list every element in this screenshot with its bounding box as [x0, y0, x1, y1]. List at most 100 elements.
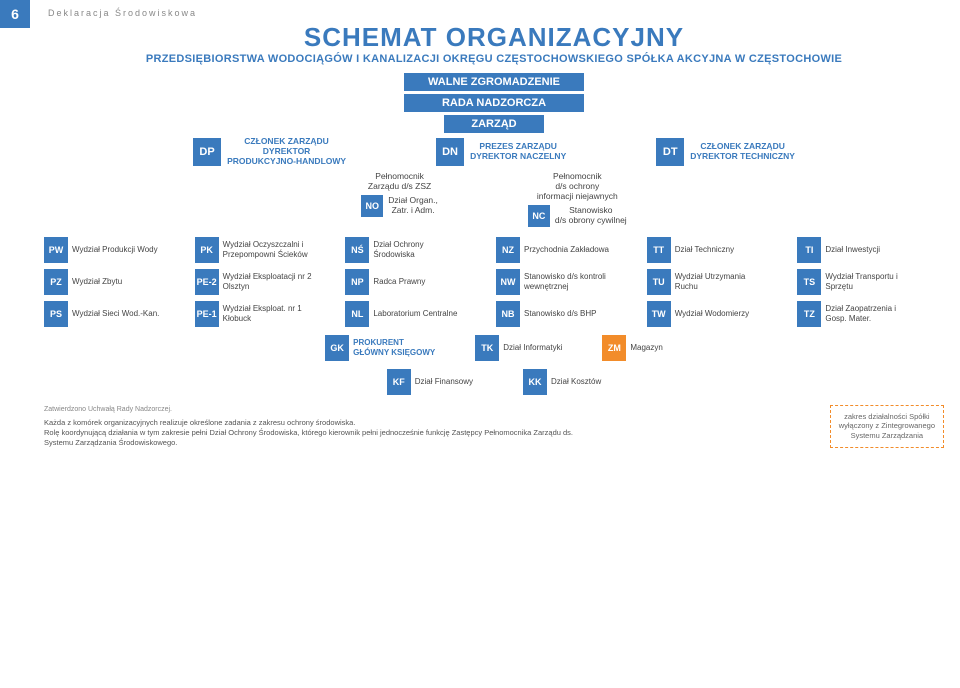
org-unit-code: PS — [44, 301, 68, 327]
org-unit-code: PK — [195, 237, 219, 263]
footnote-p1: Każda z komórek organizacyjnych realizuj… — [44, 418, 355, 427]
org-unit-label: Stanowisko d/s BHP — [524, 309, 596, 318]
org-unit: TUWydział Utrzymania Ruchu — [647, 269, 794, 295]
org-unit-code: PE-2 — [195, 269, 219, 295]
org-unit-label: Dział Inwestycji — [825, 245, 880, 254]
chart-subtitle: PRZEDSIĘBIORSTWA WODOCIĄGÓW I KANALIZACJ… — [44, 53, 944, 65]
running-header: Deklaracja Środowiskowa — [48, 8, 197, 18]
code-dp: DP — [193, 138, 221, 166]
code-dt: DT — [656, 138, 684, 166]
label-no: Dział Organ.,Zatr. i Adm. — [388, 196, 438, 216]
org-unit-label: Stanowisko d/s kontroli wewnętrznej — [524, 272, 614, 290]
label-zm: Magazyn — [630, 343, 662, 352]
org-unit-label: Dział Ochrony Środowiska — [373, 240, 463, 258]
unit-zm: ZM Magazyn — [602, 335, 662, 361]
org-unit-code: TU — [647, 269, 671, 295]
governance-stack: WALNE ZGROMADZENIE RADA NADZORCZA ZARZĄD — [44, 73, 944, 133]
unit-kk: KK Dział Kosztów — [523, 369, 601, 395]
org-unit: TT Dział Techniczny — [647, 237, 794, 263]
org-unit-code: PZ — [44, 269, 68, 295]
org-unit: PZ Wydział Zbytu — [44, 269, 191, 295]
label-dp: CZŁONEK ZARZĄDUDYREKTORPRODUKCYJNO-HANDL… — [227, 137, 346, 166]
legend-box: zakres działalności Spółkiwyłączony z Zi… — [830, 405, 944, 449]
org-unit-code: PW — [44, 237, 68, 263]
org-unit-code: PE-1 — [195, 301, 219, 327]
label-gk: PROKURENTGŁÓWNY KSIĘGOWY — [353, 338, 435, 356]
org-row: PW Wydział Produkcji Wody PKWydział Oczysz… — [44, 237, 944, 263]
org-unit: NBStanowisko d/s BHP — [496, 301, 643, 327]
org-unit-code: NP — [345, 269, 369, 295]
governance-wz: WALNE ZGROMADZENIE — [404, 73, 584, 91]
label-tk: Dział Informatyki — [503, 343, 562, 352]
org-unit-label: Wydział Eksploatacji nr 2 Olsztyn — [223, 272, 313, 290]
label-dt: CZŁONEK ZARZĄDUDYREKTOR TECHNICZNY — [690, 142, 795, 162]
org-unit: PKWydział Oczyszczalni i Przepompowni Śc… — [195, 237, 342, 263]
org-unit: NL Laboratorium Centralne — [345, 301, 492, 327]
org-unit: NP Radca Prawny — [345, 269, 492, 295]
org-unit-label: Wydział Sieci Wod.-Kan. — [72, 309, 159, 318]
code-tk: TK — [475, 335, 499, 361]
pelnomocnik-zsz: PełnomocnikZarządu d/s ZSZ — [368, 172, 431, 192]
org-rows: PW Wydział Produkcji Wody PKWydział Oczysz… — [44, 237, 944, 327]
org-unit: NŚDział Ochrony Środowiska — [345, 237, 492, 263]
org-unit-code: TT — [647, 237, 671, 263]
org-unit-label: Wydział Utrzymania Ruchu — [675, 272, 765, 290]
org-unit-label: Dział Zaopatrzenia i Gosp. Mater. — [825, 304, 915, 322]
unit-gk: GK PROKURENTGŁÓWNY KSIĘGOWY — [325, 335, 435, 361]
org-unit: PS Wydział Sieci Wod.-Kan. — [44, 301, 191, 327]
mid-right-stack: Pełnomocnikd/s ochronyinformacji niejawn… — [528, 172, 627, 226]
label-dn: PREZES ZARZĄDUDYREKTOR NACZELNY — [470, 142, 566, 162]
code-kk: KK — [523, 369, 547, 395]
footnote-text: Zatwierdzono Uchwałą Rady Nadzorczej. Ka… — [44, 405, 604, 449]
org-unit-code: TZ — [797, 301, 821, 327]
org-unit-code: TW — [647, 301, 671, 327]
org-unit-label: Wydział Transportu i Sprzętu — [825, 272, 915, 290]
page-number-badge: 6 — [0, 0, 30, 28]
kf-row: KF Dział Finansowy KK Dział Kosztów — [44, 369, 944, 395]
org-unit: PE-1Wydział Eksploat. nr 1 Kłobuck — [195, 301, 342, 327]
org-row: PZ Wydział Zbytu PE-2Wydział Eksploatacji … — [44, 269, 944, 295]
org-unit-code: NŚ — [345, 237, 369, 263]
director-dp: DP CZŁONEK ZARZĄDUDYREKTORPRODUKCYJNO-HA… — [193, 137, 346, 166]
unit-kf: KF Dział Finansowy — [387, 369, 473, 395]
code-dn: DN — [436, 138, 464, 166]
org-unit-code: TI — [797, 237, 821, 263]
org-unit-label: Laboratorium Centralne — [373, 309, 457, 318]
code-nc: NC — [528, 205, 550, 227]
org-unit: PW Wydział Produkcji Wody — [44, 237, 191, 263]
org-unit-label: Wydział Zbytu — [72, 277, 122, 286]
org-unit-label: Radca Prawny — [373, 277, 425, 286]
code-gk: GK — [325, 335, 349, 361]
mid-row: PełnomocnikZarządu d/s ZSZ NO Dział Orga… — [44, 172, 944, 226]
unit-no: NO Dział Organ.,Zatr. i Adm. — [361, 195, 438, 217]
org-unit-label: Przychodnia Zakładowa — [524, 245, 609, 254]
org-unit-code: NZ — [496, 237, 520, 263]
org-unit: NZ Przychodnia Zakładowa — [496, 237, 643, 263]
pelnomocnik-ochrona: Pełnomocnikd/s ochronyinformacji niejawn… — [537, 172, 618, 201]
org-unit: TZDział Zaopatrzenia i Gosp. Mater. — [797, 301, 944, 327]
governance-zarzad: ZARZĄD — [444, 115, 544, 133]
label-kk: Dział Kosztów — [551, 377, 601, 386]
org-unit: NWStanowisko d/s kontroli wewnętrznej — [496, 269, 643, 295]
director-dn: DN PREZES ZARZĄDUDYREKTOR NACZELNY — [436, 137, 566, 166]
unit-tk: TK Dział Informatyki — [475, 335, 562, 361]
org-unit-label: Wydział Wodomierzy — [675, 309, 749, 318]
org-unit-label: Wydział Eksploat. nr 1 Kłobuck — [223, 304, 313, 322]
org-row: PS Wydział Sieci Wod.-Kan. PE-1Wydział Eks… — [44, 301, 944, 327]
org-unit-label: Wydział Produkcji Wody — [72, 245, 158, 254]
code-zm: ZM — [602, 335, 626, 361]
chart-title: SCHEMAT ORGANIZACYJNY — [44, 22, 944, 53]
org-unit: TSWydział Transportu i Sprzętu — [797, 269, 944, 295]
bottom-row: GK PROKURENTGŁÓWNY KSIĘGOWY TK Dział Inf… — [44, 335, 944, 361]
code-no: NO — [361, 195, 383, 217]
org-unit-label: Wydział Oczyszczalni i Przepompowni Ście… — [223, 240, 313, 258]
governance-rn: RADA NADZORCZA — [404, 94, 584, 112]
director-dt: DT CZŁONEK ZARZĄDUDYREKTOR TECHNICZNY — [656, 137, 795, 166]
org-unit-code: NW — [496, 269, 520, 295]
org-unit-code: NL — [345, 301, 369, 327]
org-unit-label: Dział Techniczny — [675, 245, 734, 254]
footnote-p2: Rolę koordynującą działania w tym zakres… — [44, 428, 573, 447]
org-unit: PE-2Wydział Eksploatacji nr 2 Olsztyn — [195, 269, 342, 295]
label-nc: Stanowiskod/s obrony cywilnej — [555, 206, 627, 226]
code-kf: KF — [387, 369, 411, 395]
